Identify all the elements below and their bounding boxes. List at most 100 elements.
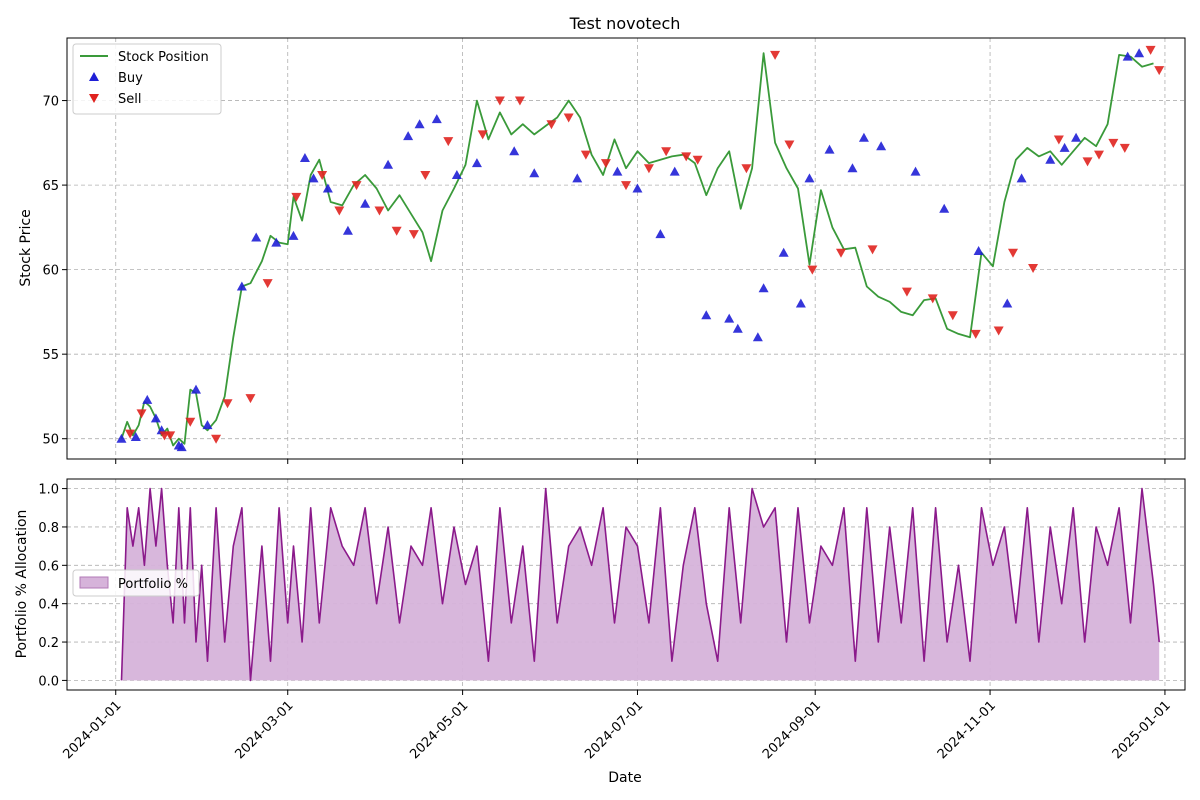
legend-buy-marker (89, 72, 99, 81)
sell-marker (222, 399, 233, 409)
sell-marker (477, 130, 488, 140)
sell-marker (334, 206, 345, 216)
sell-marker (681, 152, 692, 162)
allocation-y-tick-label: 0.2 (38, 636, 59, 651)
price-y-tick-label: 55 (42, 348, 59, 363)
sell-marker (351, 181, 362, 191)
buy-marker (360, 198, 371, 208)
sell-marker (1082, 157, 1093, 167)
sell-marker (291, 192, 302, 202)
allocation-plot-area (120, 487, 1160, 682)
buy-marker (288, 230, 299, 240)
x-tick-label: 2024-05-01 (407, 698, 471, 762)
price-y-ticks: 50 55 60 65 70 (42, 95, 67, 448)
portfolio-area-fill (121, 488, 1160, 681)
sell-marker (125, 429, 136, 439)
price-y-tick-label: 60 (42, 264, 59, 279)
legend-area-swatch (79, 576, 109, 589)
legend-sell: Sell (118, 92, 141, 107)
buy-marker (383, 159, 394, 169)
allocation-y-tick-label: 0.6 (38, 559, 59, 574)
buy-marker (1016, 173, 1027, 183)
price-y-tick-label: 65 (42, 179, 59, 194)
buy-marker (308, 173, 319, 183)
buy-marker (403, 131, 414, 141)
allocation-axes-frame (66, 478, 1186, 691)
allocation-y-tick-label: 1.0 (38, 483, 59, 498)
buy-marker (612, 166, 623, 176)
buy-marker (236, 281, 247, 291)
buy-marker (451, 169, 462, 179)
allocation-legend: Portfolio % (72, 569, 200, 597)
buy-marker (1045, 154, 1056, 164)
sell-marker (563, 113, 574, 123)
buy-marker (778, 247, 789, 257)
buy-marker (876, 141, 887, 151)
buy-marker (142, 394, 153, 404)
portfolio-line (120, 487, 1160, 682)
price-panel: Test novotech 50 55 60 65 70 Stock Price Sto… (18, 14, 1186, 464)
price-y-tick-label: 70 (42, 95, 59, 110)
sell-marker (836, 248, 846, 258)
legend-stock-position: Stock Position (118, 50, 209, 65)
sell-marker (1108, 138, 1119, 148)
buy-marker (752, 332, 763, 342)
sell-marker (1008, 248, 1018, 258)
sell-marker (770, 50, 781, 60)
sell-marker (661, 147, 672, 157)
buy-marker (858, 132, 869, 142)
buy-marker (939, 203, 950, 213)
allocation-y-tick-label: 0.8 (38, 521, 59, 536)
sell-marker (643, 164, 654, 174)
legend-portfolio: Portfolio % (118, 577, 188, 592)
sell-marker (600, 159, 611, 169)
sell-marker (262, 279, 273, 289)
sell-marker (1028, 263, 1039, 273)
price-plot-area (116, 45, 1165, 452)
buy-marker (251, 232, 262, 242)
buy-marker (732, 323, 743, 333)
sell-marker (993, 326, 1004, 336)
sell-marker (374, 206, 385, 216)
x-axis-label: Date (608, 770, 641, 786)
sell-marker (927, 294, 938, 304)
buy-marker (669, 166, 680, 176)
allocation-y-tick-label: 0.4 (38, 598, 59, 613)
x-tick-label: 2024-09-01 (760, 698, 824, 762)
buy-marker (724, 313, 735, 323)
buy-marker (824, 144, 835, 154)
buy-marker (202, 420, 213, 430)
buy-marker (804, 173, 815, 183)
x-tick-label: 2024-03-01 (233, 698, 297, 762)
sell-marker (317, 170, 328, 180)
sell-marker (1053, 135, 1064, 145)
sell-marker (245, 394, 256, 404)
sell-marker (1154, 66, 1165, 76)
sell-marker (784, 140, 795, 150)
buy-marker (271, 237, 282, 247)
buy-marker (130, 432, 141, 442)
buy-marker (414, 119, 425, 129)
sell-marker (136, 409, 147, 419)
x-tick-label: 2024-01-01 (61, 698, 125, 762)
buy-marker (1002, 298, 1013, 308)
sell-marker (970, 329, 981, 339)
buy-marker (509, 146, 520, 156)
buy-marker (847, 163, 858, 173)
buy-marker (973, 246, 984, 256)
allocation-y-ticks: 0.0 0.2 0.4 0.6 0.8 1.0 (38, 483, 67, 689)
x-tick-label: 2024-11-01 (935, 698, 999, 762)
buy-marker (1059, 142, 1070, 152)
chart-title: Test novotech (569, 14, 681, 33)
sell-marker (1094, 150, 1104, 160)
price-grid (67, 38, 1185, 459)
buy-marker (632, 183, 643, 193)
sell-marker (494, 96, 505, 106)
sell-marker (443, 137, 454, 147)
sell-marker (514, 96, 525, 106)
sell-marker (901, 287, 912, 297)
buy-marker (655, 229, 666, 239)
sell-marker (391, 226, 402, 236)
sell-marker (947, 311, 958, 321)
buy-marker (322, 183, 333, 193)
